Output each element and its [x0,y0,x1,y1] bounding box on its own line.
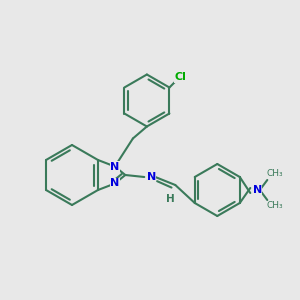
Text: N: N [110,178,119,188]
Text: CH₃: CH₃ [267,202,284,211]
Text: N: N [147,172,156,182]
Text: N: N [110,161,119,172]
Text: CH₃: CH₃ [267,169,284,178]
Text: N: N [253,185,262,195]
Text: Cl: Cl [175,73,186,82]
Text: H: H [166,194,175,204]
